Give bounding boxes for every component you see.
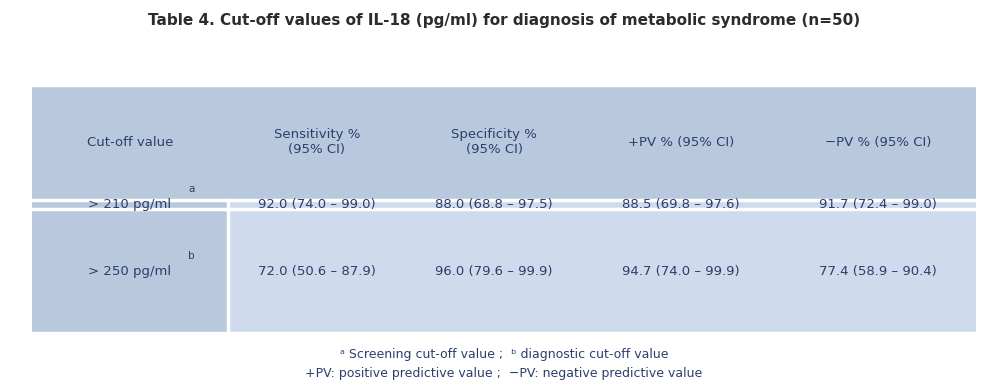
Text: > 250 pg/ml: > 250 pg/ml — [89, 264, 171, 278]
Text: a: a — [188, 184, 195, 194]
Text: b: b — [188, 251, 195, 261]
Text: 96.0 (79.6 – 99.9): 96.0 (79.6 – 99.9) — [435, 264, 553, 278]
Bar — [229, 209, 977, 333]
Text: Sensitivity %
(95% CI): Sensitivity % (95% CI) — [274, 128, 360, 156]
Text: 88.5 (69.8 – 97.6): 88.5 (69.8 – 97.6) — [622, 198, 740, 211]
FancyArrow shape — [31, 199, 977, 200]
Text: +PV: positive predictive value ;  −PV: negative predictive value: +PV: positive predictive value ; −PV: ne… — [305, 367, 703, 380]
Bar — [229, 199, 977, 209]
Text: 72.0 (50.6 – 87.9): 72.0 (50.6 – 87.9) — [258, 264, 376, 278]
Text: 94.7 (74.0 – 99.9): 94.7 (74.0 – 99.9) — [622, 264, 740, 278]
Text: Specificity %
(95% CI): Specificity % (95% CI) — [452, 128, 537, 156]
Text: ᵃ Screening cut-off value ;  ᵇ diagnostic cut-off value: ᵃ Screening cut-off value ; ᵇ diagnostic… — [340, 348, 668, 361]
Text: 88.0 (68.8 – 97.5): 88.0 (68.8 – 97.5) — [435, 198, 553, 211]
Text: 77.4 (58.9 – 90.4): 77.4 (58.9 – 90.4) — [820, 264, 936, 278]
FancyArrow shape — [31, 209, 977, 210]
Text: Table 4. Cut-off values of IL-18 (pg/ml) for diagnosis of metabolic syndrome (n=: Table 4. Cut-off values of IL-18 (pg/ml)… — [148, 13, 860, 28]
Text: +PV % (95% CI): +PV % (95% CI) — [628, 136, 734, 149]
Text: −PV % (95% CI): −PV % (95% CI) — [825, 136, 931, 149]
Text: Cut-off value: Cut-off value — [87, 136, 173, 149]
Text: > 210 pg/ml: > 210 pg/ml — [89, 198, 171, 211]
Text: 91.7 (72.4 – 99.0): 91.7 (72.4 – 99.0) — [820, 198, 937, 211]
Bar — [31, 85, 977, 333]
Text: 92.0 (74.0 – 99.0): 92.0 (74.0 – 99.0) — [258, 198, 376, 211]
